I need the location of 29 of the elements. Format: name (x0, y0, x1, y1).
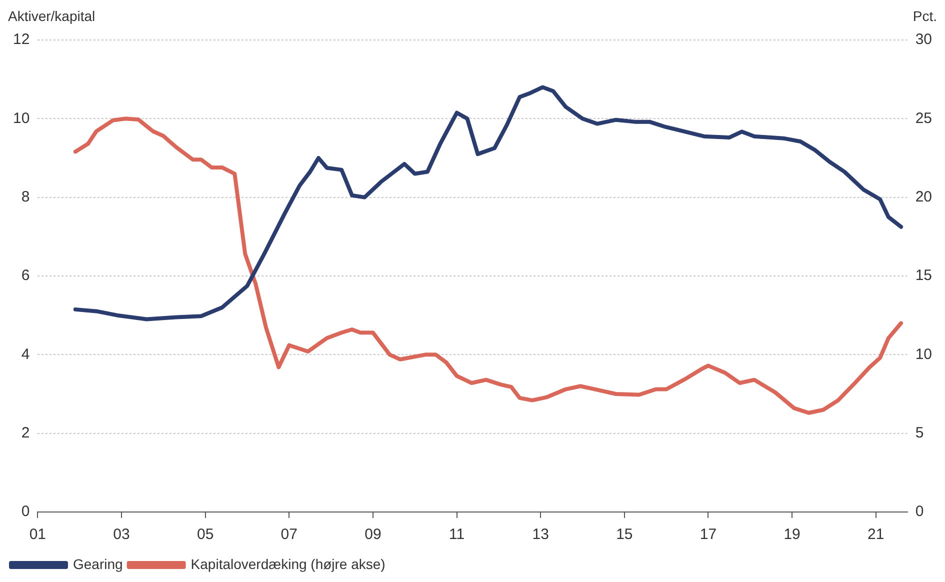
y2-axis-title: Pct. (912, 8, 937, 24)
y-tick-label: 2 (21, 424, 30, 442)
y-tick-label: 12 (12, 31, 30, 48)
x-tick-label: 17 (700, 526, 717, 544)
x-tick-label: 07 (280, 526, 298, 544)
x-tick-label: 11 (448, 526, 465, 544)
y-tick-label: 10 (12, 110, 30, 127)
y-axis-title: Aktiver/kapital (8, 8, 96, 24)
x-tick-label: 01 (29, 526, 46, 544)
legend-label: Kapitaloverdæking (højre akse) (190, 556, 386, 572)
y-tick-label: 4 (21, 346, 30, 363)
x-tick-label: 19 (784, 526, 800, 544)
x-tick-label: 15 (616, 526, 633, 544)
y2-tick-label: 30 (915, 31, 932, 48)
x-tick-label: 13 (532, 526, 549, 544)
y2-tick-label: 0 (915, 503, 924, 520)
legend-label: Gearing (73, 556, 123, 572)
y-tick-label: 8 (21, 188, 30, 206)
y2-tick-label: 25 (915, 110, 932, 127)
x-tick-label: 03 (113, 526, 130, 544)
y2-tick-label: 20 (915, 188, 932, 206)
y2-tick-label: 10 (915, 346, 932, 363)
y2-tick-label: 5 (915, 424, 924, 442)
x-tick-label: 21 (868, 526, 884, 544)
y2-tick-label: 15 (915, 267, 932, 284)
y-tick-label: 6 (21, 267, 30, 284)
x-tick-label: 05 (196, 526, 214, 544)
y-tick-label: 0 (21, 503, 30, 520)
x-tick-label: 09 (364, 526, 382, 544)
